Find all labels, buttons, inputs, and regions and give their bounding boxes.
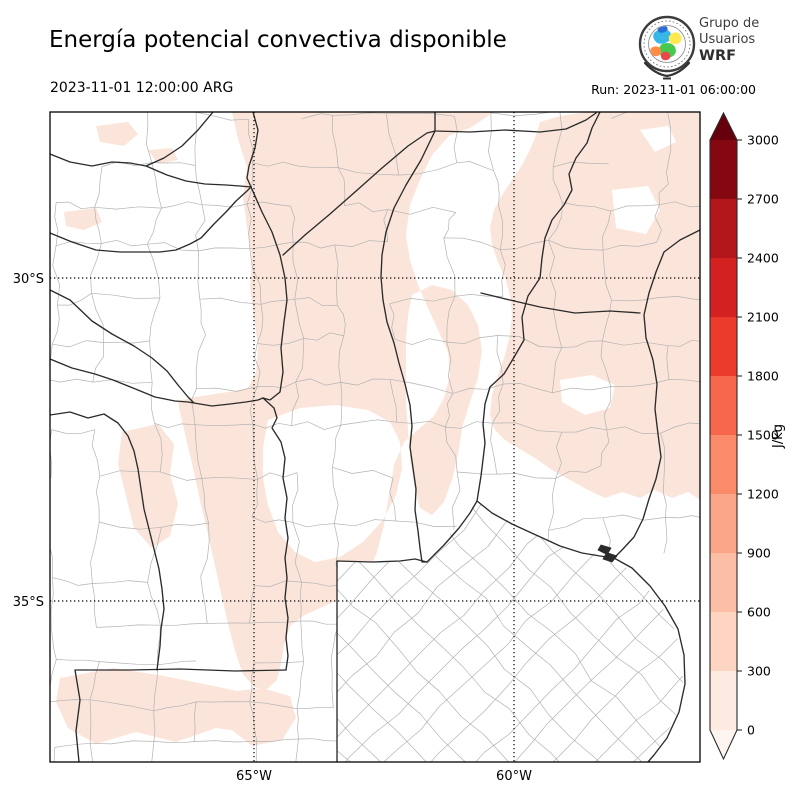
tucuman-catamarca-borders xyxy=(50,112,259,253)
la-rioja-cordoba-border xyxy=(250,186,289,671)
cape-patch xyxy=(178,112,494,690)
colorbar-unit-label: J/kg xyxy=(771,424,786,449)
colorbar: 0 300 600 900 1200 1500 1800 2100 2400 2… xyxy=(709,111,786,761)
lon-label-60w: 60°W xyxy=(496,769,532,784)
cape-patch xyxy=(224,688,296,746)
laurel-left xyxy=(643,61,669,78)
cape-patch xyxy=(148,148,178,164)
mendoza-san-luis-border xyxy=(50,411,165,671)
colorbar-tick-label: 2100 xyxy=(747,310,779,325)
colorbar-segment xyxy=(710,199,737,258)
colorbar-segment xyxy=(710,435,737,494)
lon-label-65w: 65°W xyxy=(236,769,272,784)
colorbar-segment xyxy=(710,140,737,199)
colorbar-segment xyxy=(710,317,737,376)
colorbar-tick-label: 1200 xyxy=(747,487,779,502)
santiago-north-border xyxy=(282,130,436,256)
cape-patch xyxy=(96,122,138,146)
laurel-right xyxy=(665,61,691,78)
colorbar-tick-marks xyxy=(737,139,742,731)
buenos-aires-borders xyxy=(336,500,478,762)
colorbar-tick-label: 600 xyxy=(747,605,771,620)
uruguay-river xyxy=(613,229,700,559)
province-borders xyxy=(50,112,700,762)
colorbar-tick-label: 300 xyxy=(747,664,771,679)
colorbar-segment xyxy=(710,494,737,553)
colorbar-tick-label: 3000 xyxy=(747,133,779,148)
colorbar-tick-label: 1800 xyxy=(747,369,779,384)
colorbar-segment xyxy=(710,258,737,317)
colorbar-segment xyxy=(710,671,737,730)
colorbar-segment xyxy=(710,376,737,435)
colorbar-tick-label: 2400 xyxy=(747,251,779,266)
colorbar-segment xyxy=(710,612,737,671)
cape-patch xyxy=(118,424,178,548)
globe-icon xyxy=(638,15,696,80)
globe-map-blobs xyxy=(650,26,682,61)
rio-de-la-plata-delta-mark xyxy=(597,544,618,563)
map-frame xyxy=(49,111,701,763)
logo-line-2: Usuarios xyxy=(699,32,755,47)
colorbar-tick-label: 1500 xyxy=(747,428,779,443)
run-time: Run: 2023-11-01 06:00:00 xyxy=(591,82,756,97)
logo-line-3: WRF xyxy=(699,48,736,64)
lat-label-30s: 30°S xyxy=(13,272,44,287)
colorbar-arrow-over xyxy=(710,113,737,140)
cape-patch xyxy=(56,668,274,744)
cape-patch xyxy=(64,208,102,230)
cape-patch xyxy=(490,112,700,500)
colorbar-tick-label: 2700 xyxy=(747,192,779,207)
la-pampa-borders xyxy=(74,668,287,762)
santiago-west-border xyxy=(380,130,436,563)
cape-shading-low xyxy=(56,112,700,746)
parana-river-and-coastline xyxy=(476,112,686,762)
colorbar-segment xyxy=(710,553,737,612)
logo-line-1: Grupo de xyxy=(699,16,759,31)
colorbar-tick-label: 0 xyxy=(747,723,755,738)
colorbar-tick-label: 900 xyxy=(747,546,771,561)
colorbar-arrow-under xyxy=(710,730,737,759)
chaco-border xyxy=(434,112,597,133)
ocean-mask xyxy=(614,550,700,762)
corrientes-entre-rios-border xyxy=(480,292,641,314)
wrf-logo: Grupo de Usuarios WRF xyxy=(638,15,759,80)
san-juan-borders xyxy=(50,289,264,407)
valid-time: 2023-11-01 12:00:00 ARG xyxy=(50,80,234,96)
page-title: Energía potencial convectiva disponible xyxy=(49,27,507,53)
lat-label-35s: 35°S xyxy=(13,595,44,610)
graticule xyxy=(50,112,700,762)
